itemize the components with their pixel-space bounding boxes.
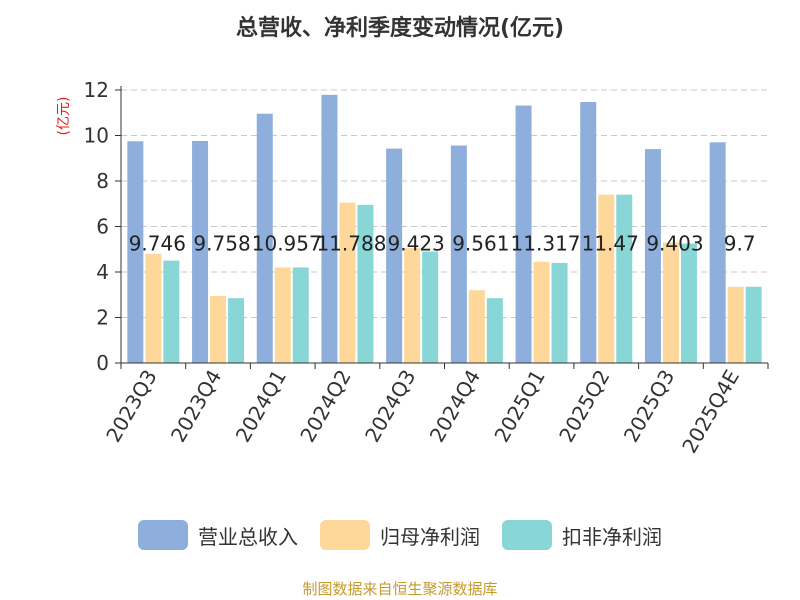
bar-net_profit: [468, 290, 485, 363]
bar-revenue: [515, 105, 532, 363]
y-tick-label: 6: [96, 215, 109, 239]
bar-revenue: [450, 145, 467, 363]
bar-deducted_profit: [228, 298, 245, 363]
y-tick-label: 8: [96, 169, 109, 193]
bar-deducted_profit: [292, 267, 309, 363]
x-tick-label: 2025Q2: [554, 366, 614, 447]
bar-revenue: [644, 149, 661, 363]
x-tick-label: 2024Q4: [425, 365, 485, 446]
legend-label: 归母净利润: [380, 524, 480, 549]
bar-net_profit: [404, 248, 421, 363]
data-label: 11.788: [316, 232, 386, 256]
bar-revenue: [127, 141, 144, 363]
bar-net_profit: [727, 286, 744, 363]
data-label: 9.561: [452, 232, 509, 256]
chart-title: 总营收、净利季度变动情况(亿元): [235, 16, 565, 41]
x-tick-label: 2024Q3: [360, 366, 420, 447]
bar-deducted_profit: [745, 286, 762, 363]
data-label: 9.403: [646, 232, 703, 256]
x-tick-label: 2025Q1: [489, 366, 549, 447]
data-label: 9.7: [724, 232, 756, 256]
bar-net_profit: [533, 261, 550, 363]
bar-deducted_profit: [680, 243, 697, 363]
bar-revenue: [386, 148, 403, 363]
y-tick-label: 4: [96, 260, 109, 284]
data-label: 11.317: [511, 232, 581, 256]
y-tick-label: 0: [96, 351, 109, 375]
data-label: 9.758: [193, 232, 250, 256]
legend-item[interactable]: 营业总收入: [138, 520, 298, 550]
bar-net_profit: [145, 253, 162, 363]
bar-revenue: [580, 102, 597, 364]
legend: 营业总收入 归母净利润 扣非净利润: [0, 520, 800, 550]
y-tick-label: 2: [96, 306, 109, 330]
data-label: 9.423: [388, 232, 445, 256]
bar-deducted_profit: [422, 251, 439, 363]
x-tick-label: 2025Q3: [619, 366, 679, 447]
gridlines: [121, 89, 768, 318]
source-note: 制图数据来自恒生聚源数据库: [302, 580, 498, 598]
bar-deducted_profit: [486, 298, 503, 363]
legend-label: 营业总收入: [198, 524, 298, 549]
legend-swatch: [502, 520, 552, 550]
bar-net_profit: [210, 295, 227, 363]
y-tick-label: 12: [84, 78, 109, 102]
bar-revenue: [256, 113, 273, 364]
bar-deducted_profit: [357, 204, 374, 363]
data-label: 10.957: [252, 232, 322, 256]
bar-deducted_profit: [163, 260, 180, 363]
bar-revenue: [321, 94, 338, 363]
bars: [127, 94, 762, 364]
legend-swatch: [138, 520, 188, 550]
bar-deducted_profit: [616, 194, 633, 363]
x-tick-label: 2024Q2: [295, 366, 355, 447]
bar-net_profit: [662, 242, 679, 363]
bar-net_profit: [598, 194, 615, 363]
bar-revenue: [709, 142, 726, 363]
bar-deducted_profit: [551, 262, 568, 363]
bar-revenue: [192, 141, 209, 363]
legend-item[interactable]: 扣非净利润: [502, 520, 662, 550]
y-axis-unit: (亿元): [56, 97, 72, 136]
y-tick-label: 10: [84, 124, 109, 148]
bar-net_profit: [339, 202, 356, 363]
x-tick-label: 2023Q3: [101, 366, 161, 447]
legend-item[interactable]: 归母净利润: [320, 520, 480, 550]
x-tick-label: 2023Q4: [166, 366, 226, 447]
legend-label: 扣非净利润: [562, 524, 662, 549]
bar-net_profit: [274, 267, 291, 363]
legend-swatch: [320, 520, 370, 550]
x-tick-label: 2025Q4E: [677, 366, 744, 458]
x-tick-label: 2024Q1: [231, 366, 291, 447]
data-label: 9.746: [129, 232, 186, 256]
data-label: 11.47: [582, 232, 639, 256]
